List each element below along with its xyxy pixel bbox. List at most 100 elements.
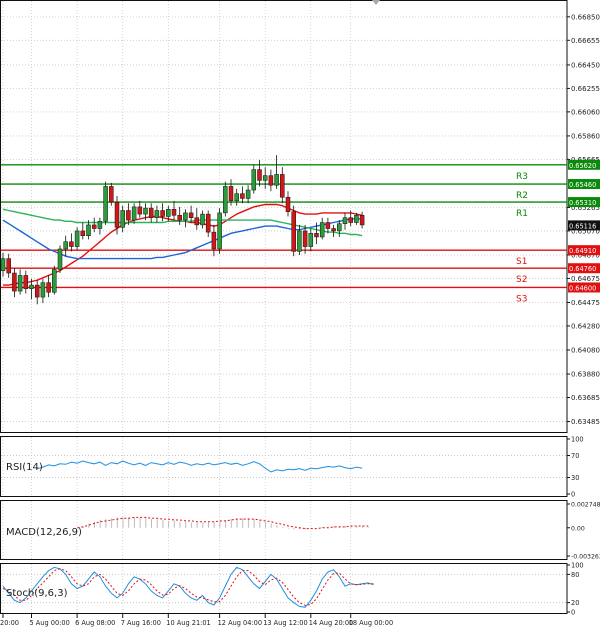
macd-tick-label: -0.003263 [571, 554, 600, 561]
candle-body [177, 215, 182, 221]
candle-body [200, 213, 205, 226]
candle-body [91, 224, 97, 229]
rsi-tick-label: 100 [571, 436, 584, 444]
candle-body [160, 210, 165, 217]
candle-body [46, 282, 51, 293]
candle-body [211, 231, 217, 250]
candle-body [228, 186, 234, 202]
price-tick-label: 0.65860 [571, 132, 600, 140]
price-tick-label: 0.66450 [571, 61, 600, 69]
candle-body [23, 275, 29, 289]
candle-body [74, 230, 80, 247]
macd-label: MACD(12,26,9) [6, 527, 82, 538]
candle-body [52, 269, 57, 293]
candle-body [126, 210, 131, 221]
chart-shift-marker [372, 0, 380, 5]
candle-body [69, 241, 74, 247]
candle-body [331, 228, 336, 232]
candle-body [131, 206, 137, 221]
price-panel: 0.66850 0.66655 0.66450 0.66255 0.66060 0.658… [0, 0, 600, 433]
time-tick-label: 5 Aug 00:00 [30, 619, 70, 627]
candle-body [291, 211, 296, 252]
candle-body [0, 258, 6, 271]
pivot-level-price-box [568, 197, 600, 208]
candle-body [280, 174, 285, 198]
candle-body [166, 209, 171, 217]
stoch-panel-frame [0, 563, 568, 614]
pivot-level-price-box [568, 179, 600, 190]
candle-body [80, 230, 86, 236]
candle-body [308, 233, 314, 247]
price-tick-label: 0.66255 [571, 85, 600, 93]
pivot-level-price-box [568, 263, 600, 274]
candle-body [188, 212, 194, 218]
candle-body [348, 217, 353, 223]
candle-body [103, 186, 108, 222]
price-tick-label: 0.64080 [571, 347, 600, 355]
candle-body [245, 189, 251, 199]
candle-body [359, 215, 365, 226]
pivot-level-price-box [568, 159, 600, 170]
candle-body [314, 233, 319, 238]
candle-body [6, 258, 11, 274]
candle-body [354, 215, 359, 223]
price-tick-label: 0.66850 [571, 13, 600, 21]
rsi-tick-label: 30 [571, 474, 579, 482]
rsi-panel: 100 70 30 0 RSI(14) [0, 436, 584, 499]
macd-tick-label: 0.002748 [571, 502, 600, 509]
candle-body [342, 217, 348, 224]
candle-body [337, 223, 342, 232]
candle-body [109, 186, 114, 203]
pivot-level-price-label: 0.64600 [569, 284, 596, 292]
price-tick-label: 0.66060 [571, 108, 600, 116]
price-tick-label: 0.64870 [571, 251, 600, 259]
stoch-tick-label: 80 [571, 571, 579, 579]
time-tick-label: 10 Aug 21:01 [166, 619, 210, 627]
candle-body [57, 248, 63, 270]
pivot-level-name: S3 [516, 294, 527, 304]
stoch-tick-label: 100 [571, 562, 584, 570]
price-tick-label: 0.66655 [571, 37, 600, 45]
candle-body [34, 284, 40, 298]
candle-body [120, 210, 125, 228]
macd-tick-label: 0.00 [571, 525, 585, 532]
pivot-level-price-label: 0.65460 [569, 181, 596, 189]
candle-body [12, 272, 17, 292]
pivot-level-name: S1 [516, 257, 527, 267]
candle-body [194, 217, 200, 226]
rsi-tick-label: 70 [571, 452, 579, 460]
time-tick-label: 12 Aug 04:00 [218, 619, 262, 627]
price-tick-label: 0.64675 [571, 275, 600, 283]
pivot-level-price-label: 0.65620 [569, 162, 596, 170]
price-tick-label: 0.64280 [571, 322, 600, 330]
moving-average-line [2, 208, 363, 237]
candle-body [29, 284, 34, 289]
stoch-k-line [2, 566, 374, 608]
candle-body [217, 212, 222, 250]
candle-body [257, 169, 262, 181]
candle-body [325, 222, 331, 229]
pivot-level-price-label: 0.64760 [569, 265, 596, 273]
stoch-label: Stoch(9,6,3) [6, 588, 68, 599]
rsi-line [37, 460, 363, 473]
pivot-level-name: R3 [516, 172, 528, 182]
price-tick-label: 0.63485 [571, 418, 600, 426]
price-panel-frame [0, 0, 568, 433]
pivot-level-name: R1 [516, 209, 528, 219]
time-tick-label: 14 Aug 20:00 [309, 619, 353, 627]
time-tick-label: 6 Aug 08:00 [75, 619, 115, 627]
candle-body [154, 210, 160, 218]
candle-body [285, 197, 291, 212]
candle-body [143, 207, 148, 215]
pivot-level-price-label: 0.65310 [569, 199, 596, 207]
candle-body [171, 209, 177, 216]
candle-body [268, 175, 274, 186]
candle-body [302, 230, 308, 247]
candle-body [183, 212, 188, 221]
candle-body [297, 230, 302, 252]
rsi-panel-frame [0, 436, 568, 497]
price-tick-label: 0.63880 [571, 371, 600, 379]
candle-body [114, 201, 120, 228]
